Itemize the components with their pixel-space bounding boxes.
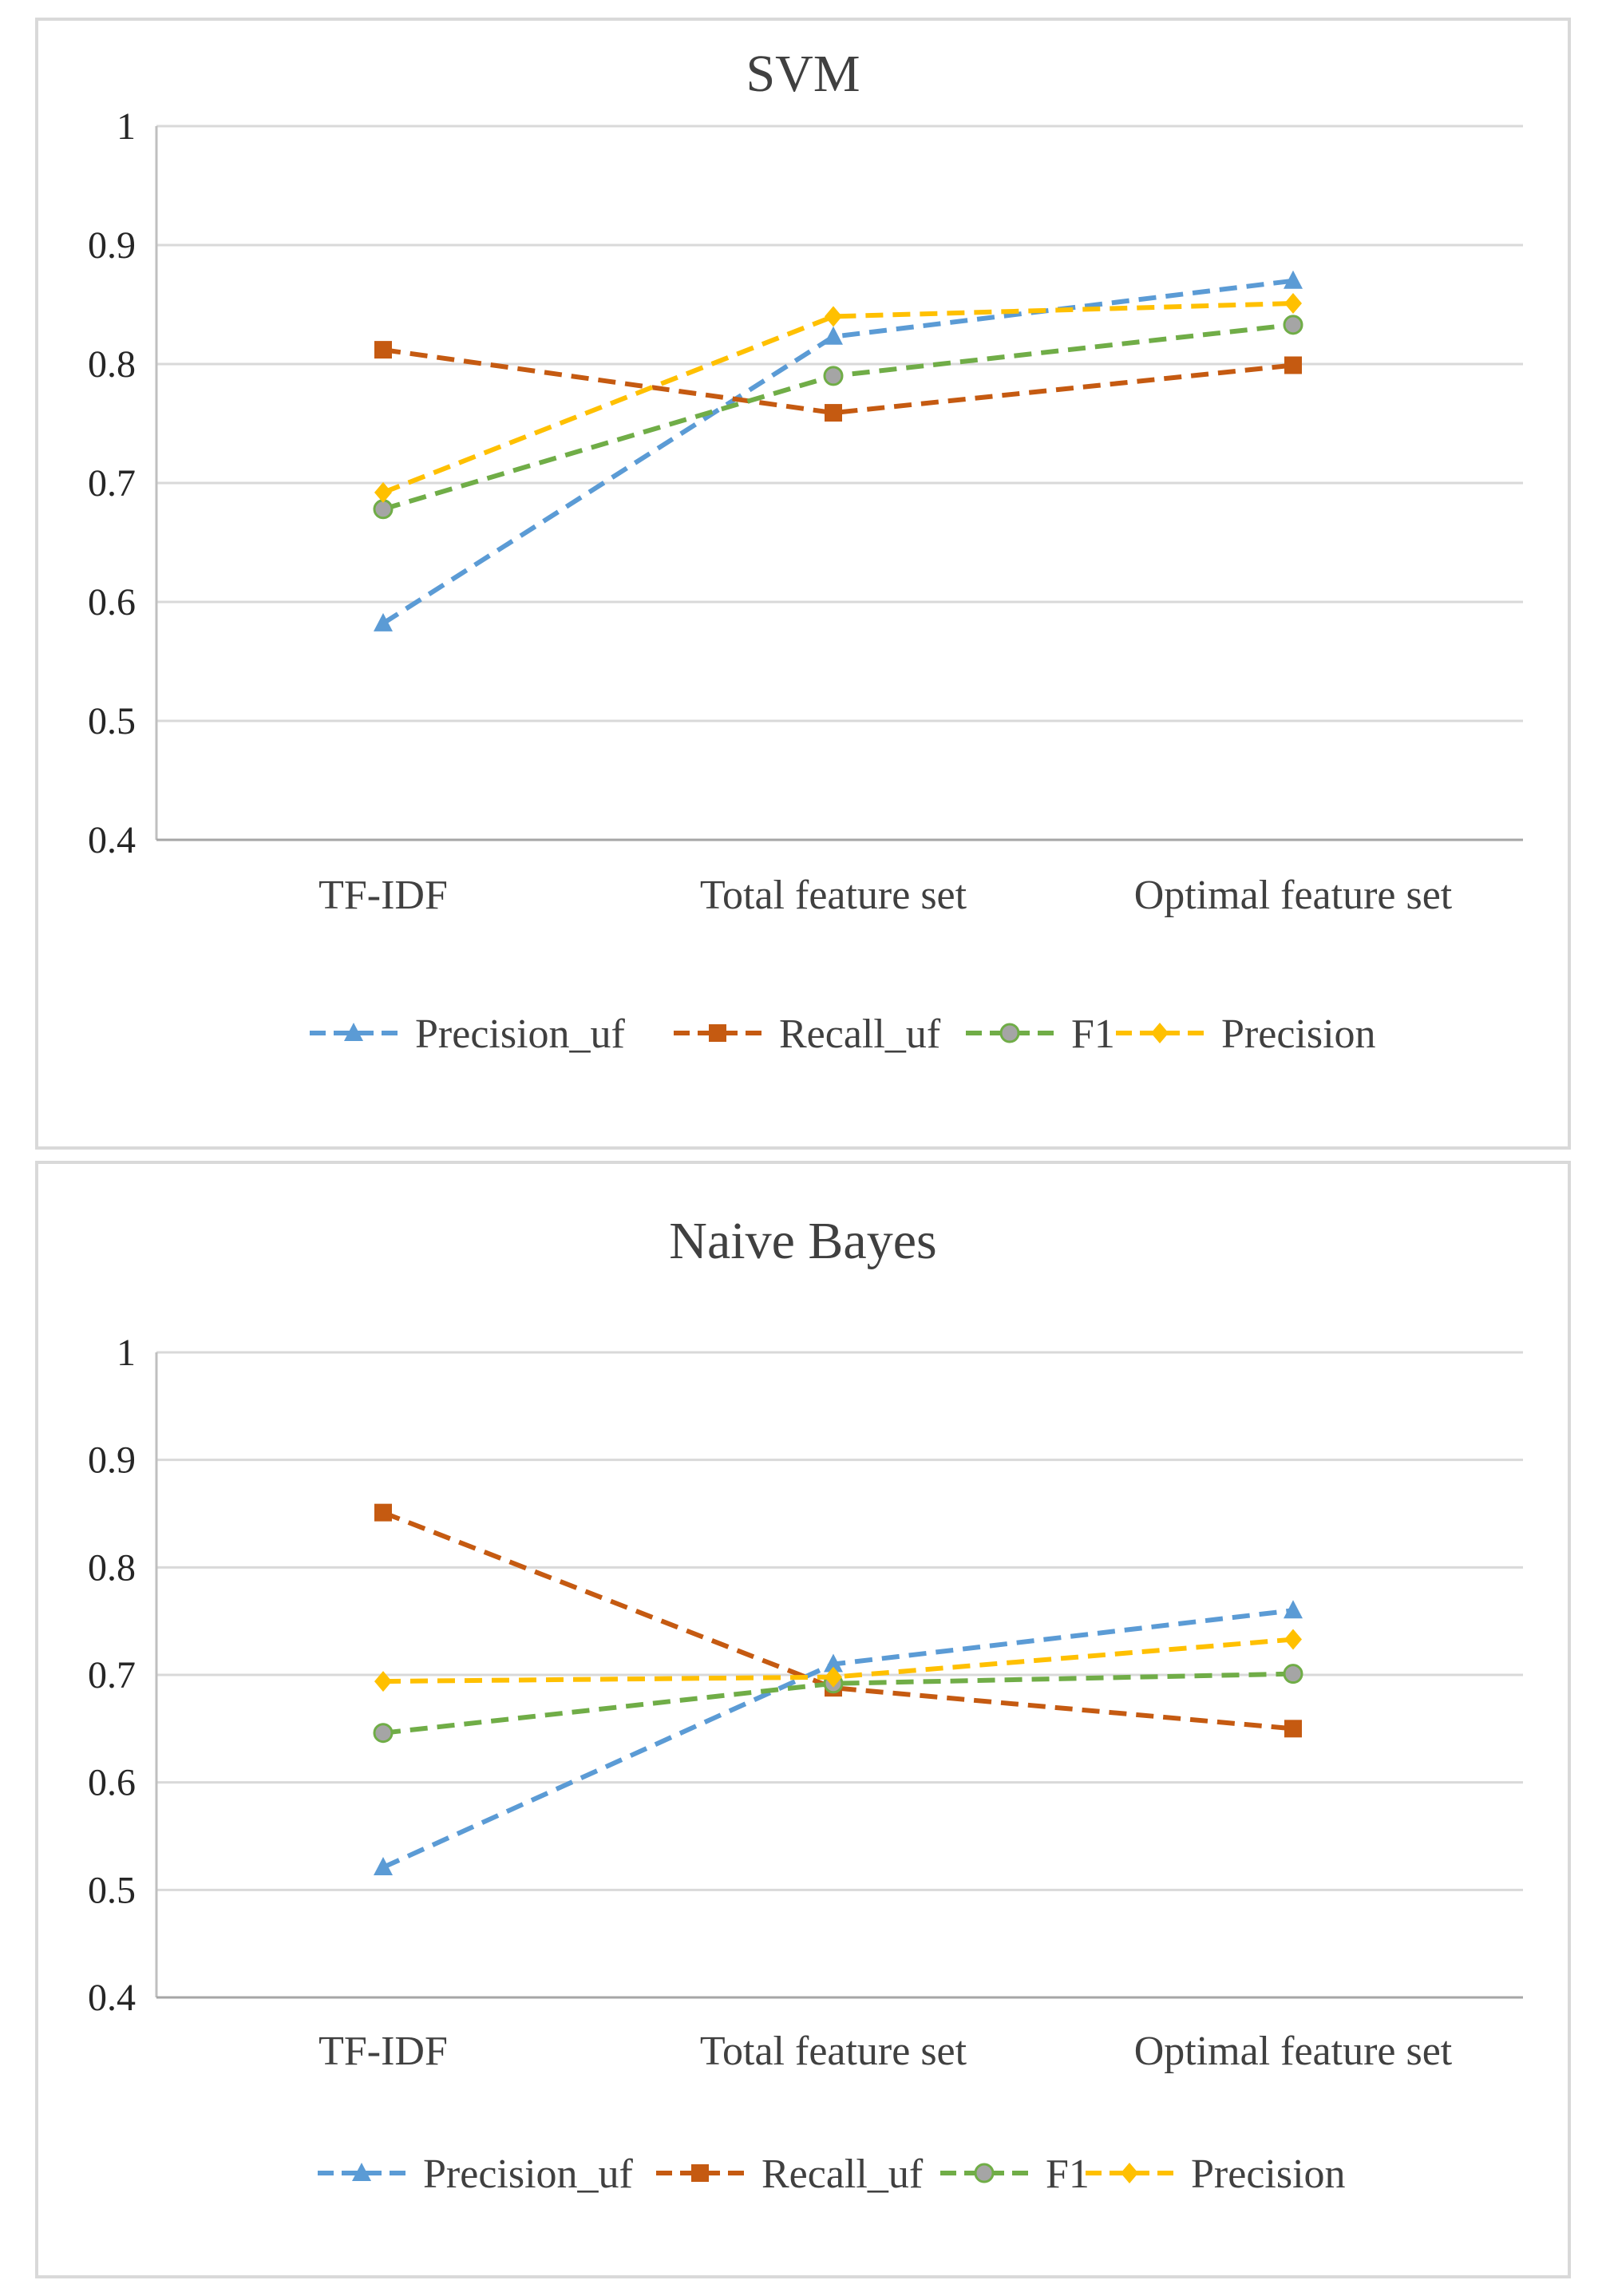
legend-item-precision-uf: Precision_uf <box>318 2152 634 2197</box>
legend-label: F1 <box>1046 2152 1090 2197</box>
legend-item-f1: F1 <box>940 2152 1090 2197</box>
y-tick-label: 1 <box>117 1332 136 1374</box>
svm-chart-panel: SVM 0.4 0.5 0.6 0.7 0.8 0.9 1 TF-IDF Total featur… <box>35 18 1571 1150</box>
series-precision-uf <box>374 270 1303 631</box>
legend-marker-precision <box>1121 2163 1138 2183</box>
data-point-precision-uf-total-feature-set <box>824 326 843 345</box>
y-tick-label: 0.4 <box>88 819 136 861</box>
data-point-precision-tf-idf <box>374 1671 392 1692</box>
y-tick-label: 0.8 <box>88 1546 136 1589</box>
chart-title: SVM <box>746 45 860 103</box>
data-point-f1-optimal-feature-set <box>1283 1664 1303 1684</box>
series-line-precision-uf <box>382 278 1294 626</box>
x-tick-label-total-feature-set: Total feature set <box>700 873 967 918</box>
y-tick-label: 0.9 <box>88 224 136 267</box>
legend-item-precision: Precision <box>1086 2152 1346 2197</box>
naive-bayes-chart: Naive Bayes 0.4 0.5 0.6 0.7 0.8 0.9 1 TF-IDF Tota… <box>88 1212 1523 2197</box>
data-point-precision-total-feature-set <box>825 1666 842 1688</box>
series-line-recall-uf <box>382 1510 1294 1732</box>
y-tick-label: 0.5 <box>88 1869 136 1911</box>
x-tick-label-optimal-feature-set: Optimal feature set <box>1134 2029 1453 2074</box>
y-tick-label: 0.7 <box>88 1654 136 1696</box>
data-point-recall-uf-total-feature-set <box>825 404 842 422</box>
data-point-f1-tf-idf <box>373 1723 394 1744</box>
legend-item-recall-uf: Recall_uf <box>674 1011 941 1057</box>
x-tick-label-tf-idf: TF-IDF <box>318 873 448 918</box>
legend-marker-f1 <box>974 2163 995 2183</box>
legend-item-precision: Precision <box>1116 1011 1376 1057</box>
series-recall-uf <box>374 1503 1302 1738</box>
data-point-recall-uf-optimal-feature-set <box>1284 356 1302 374</box>
y-tick-label: 0.5 <box>88 700 136 742</box>
x-tick-label-total-feature-set: Total feature set <box>700 2029 967 2074</box>
data-point-f1-total-feature-set <box>823 366 844 386</box>
legend-marker-f1 <box>999 1023 1020 1043</box>
series-line-f1 <box>382 1671 1294 1736</box>
series-recall-uf <box>374 341 1302 422</box>
legend-label: Recall_uf <box>779 1011 941 1057</box>
legend-label: Precision_uf <box>423 2152 634 2197</box>
legend-marker-precision-uf <box>352 2163 371 2181</box>
data-point-precision-uf-tf-idf <box>374 612 393 631</box>
legend-label: F1 <box>1071 1011 1115 1057</box>
data-point-recall-uf-tf-idf <box>374 1503 392 1522</box>
data-point-precision-uf-optimal-feature-set <box>1284 270 1303 289</box>
y-tick-label: 0.9 <box>88 1439 136 1482</box>
series-f1 <box>373 1664 1303 1744</box>
naive-bayes-chart-panel: Naive Bayes 0.4 0.5 0.6 0.7 0.8 0.9 1 TF-IDF Tota… <box>35 1161 1571 2278</box>
data-point-recall-uf-tf-idf <box>374 341 392 359</box>
legend-marker-precision <box>1151 1023 1169 1043</box>
data-point-precision-tf-idf <box>374 481 392 503</box>
series-precision <box>374 1629 1302 1692</box>
data-point-f1-tf-idf <box>373 499 394 520</box>
y-tick-label: 0.4 <box>88 1977 136 2019</box>
data-point-f1-optimal-feature-set <box>1283 315 1303 335</box>
data-point-precision-uf-optimal-feature-set <box>1284 1600 1303 1619</box>
y-tick-label: 0.7 <box>88 462 136 505</box>
series-line-recall-uf <box>382 347 1294 416</box>
data-point-precision-optimal-feature-set <box>1284 293 1302 315</box>
chart-title: Naive Bayes <box>669 1212 936 1270</box>
legend-label: Recall_uf <box>761 2152 924 2197</box>
legend-marker-precision-uf <box>344 1023 363 1041</box>
legend-label: Precision_uf <box>415 1011 626 1057</box>
svm-chart: SVM 0.4 0.5 0.6 0.7 0.8 0.9 1 TF-IDF Total featur… <box>88 45 1523 1057</box>
y-tick-label: 0.6 <box>88 581 136 623</box>
legend-label: Precision <box>1191 2152 1346 2197</box>
series-precision <box>374 293 1302 503</box>
data-point-precision-uf-tf-idf <box>374 1857 393 1876</box>
series-line-precision <box>382 301 1294 495</box>
data-point-precision-optimal-feature-set <box>1284 1629 1302 1650</box>
legend: Precision_uf Recall_uf F1 Precision <box>318 2152 1346 2197</box>
legend-label: Precision <box>1221 1011 1376 1057</box>
data-point-recall-uf-optimal-feature-set <box>1284 1720 1302 1738</box>
legend: Precision_uf Recall_uf F1 Precision <box>310 1011 1376 1057</box>
data-point-precision-uf-total-feature-set <box>824 1653 843 1673</box>
legend-marker-recall-uf <box>691 2164 709 2182</box>
x-tick-label-tf-idf: TF-IDF <box>318 2029 448 2074</box>
legend-item-recall-uf: Recall_uf <box>656 2152 924 2197</box>
series-f1 <box>373 315 1303 520</box>
y-tick-label: 0.6 <box>88 1762 136 1804</box>
legend-item-f1: F1 <box>966 1011 1115 1057</box>
y-tick-label: 0.8 <box>88 343 136 386</box>
legend-marker-recall-uf <box>709 1024 726 1042</box>
legend-item-precision-uf: Precision_uf <box>310 1011 626 1057</box>
data-point-precision-total-feature-set <box>825 306 842 327</box>
x-tick-label-optimal-feature-set: Optimal feature set <box>1134 873 1453 918</box>
y-tick-label: 1 <box>117 105 136 148</box>
series-precision-uf <box>374 1600 1303 1876</box>
